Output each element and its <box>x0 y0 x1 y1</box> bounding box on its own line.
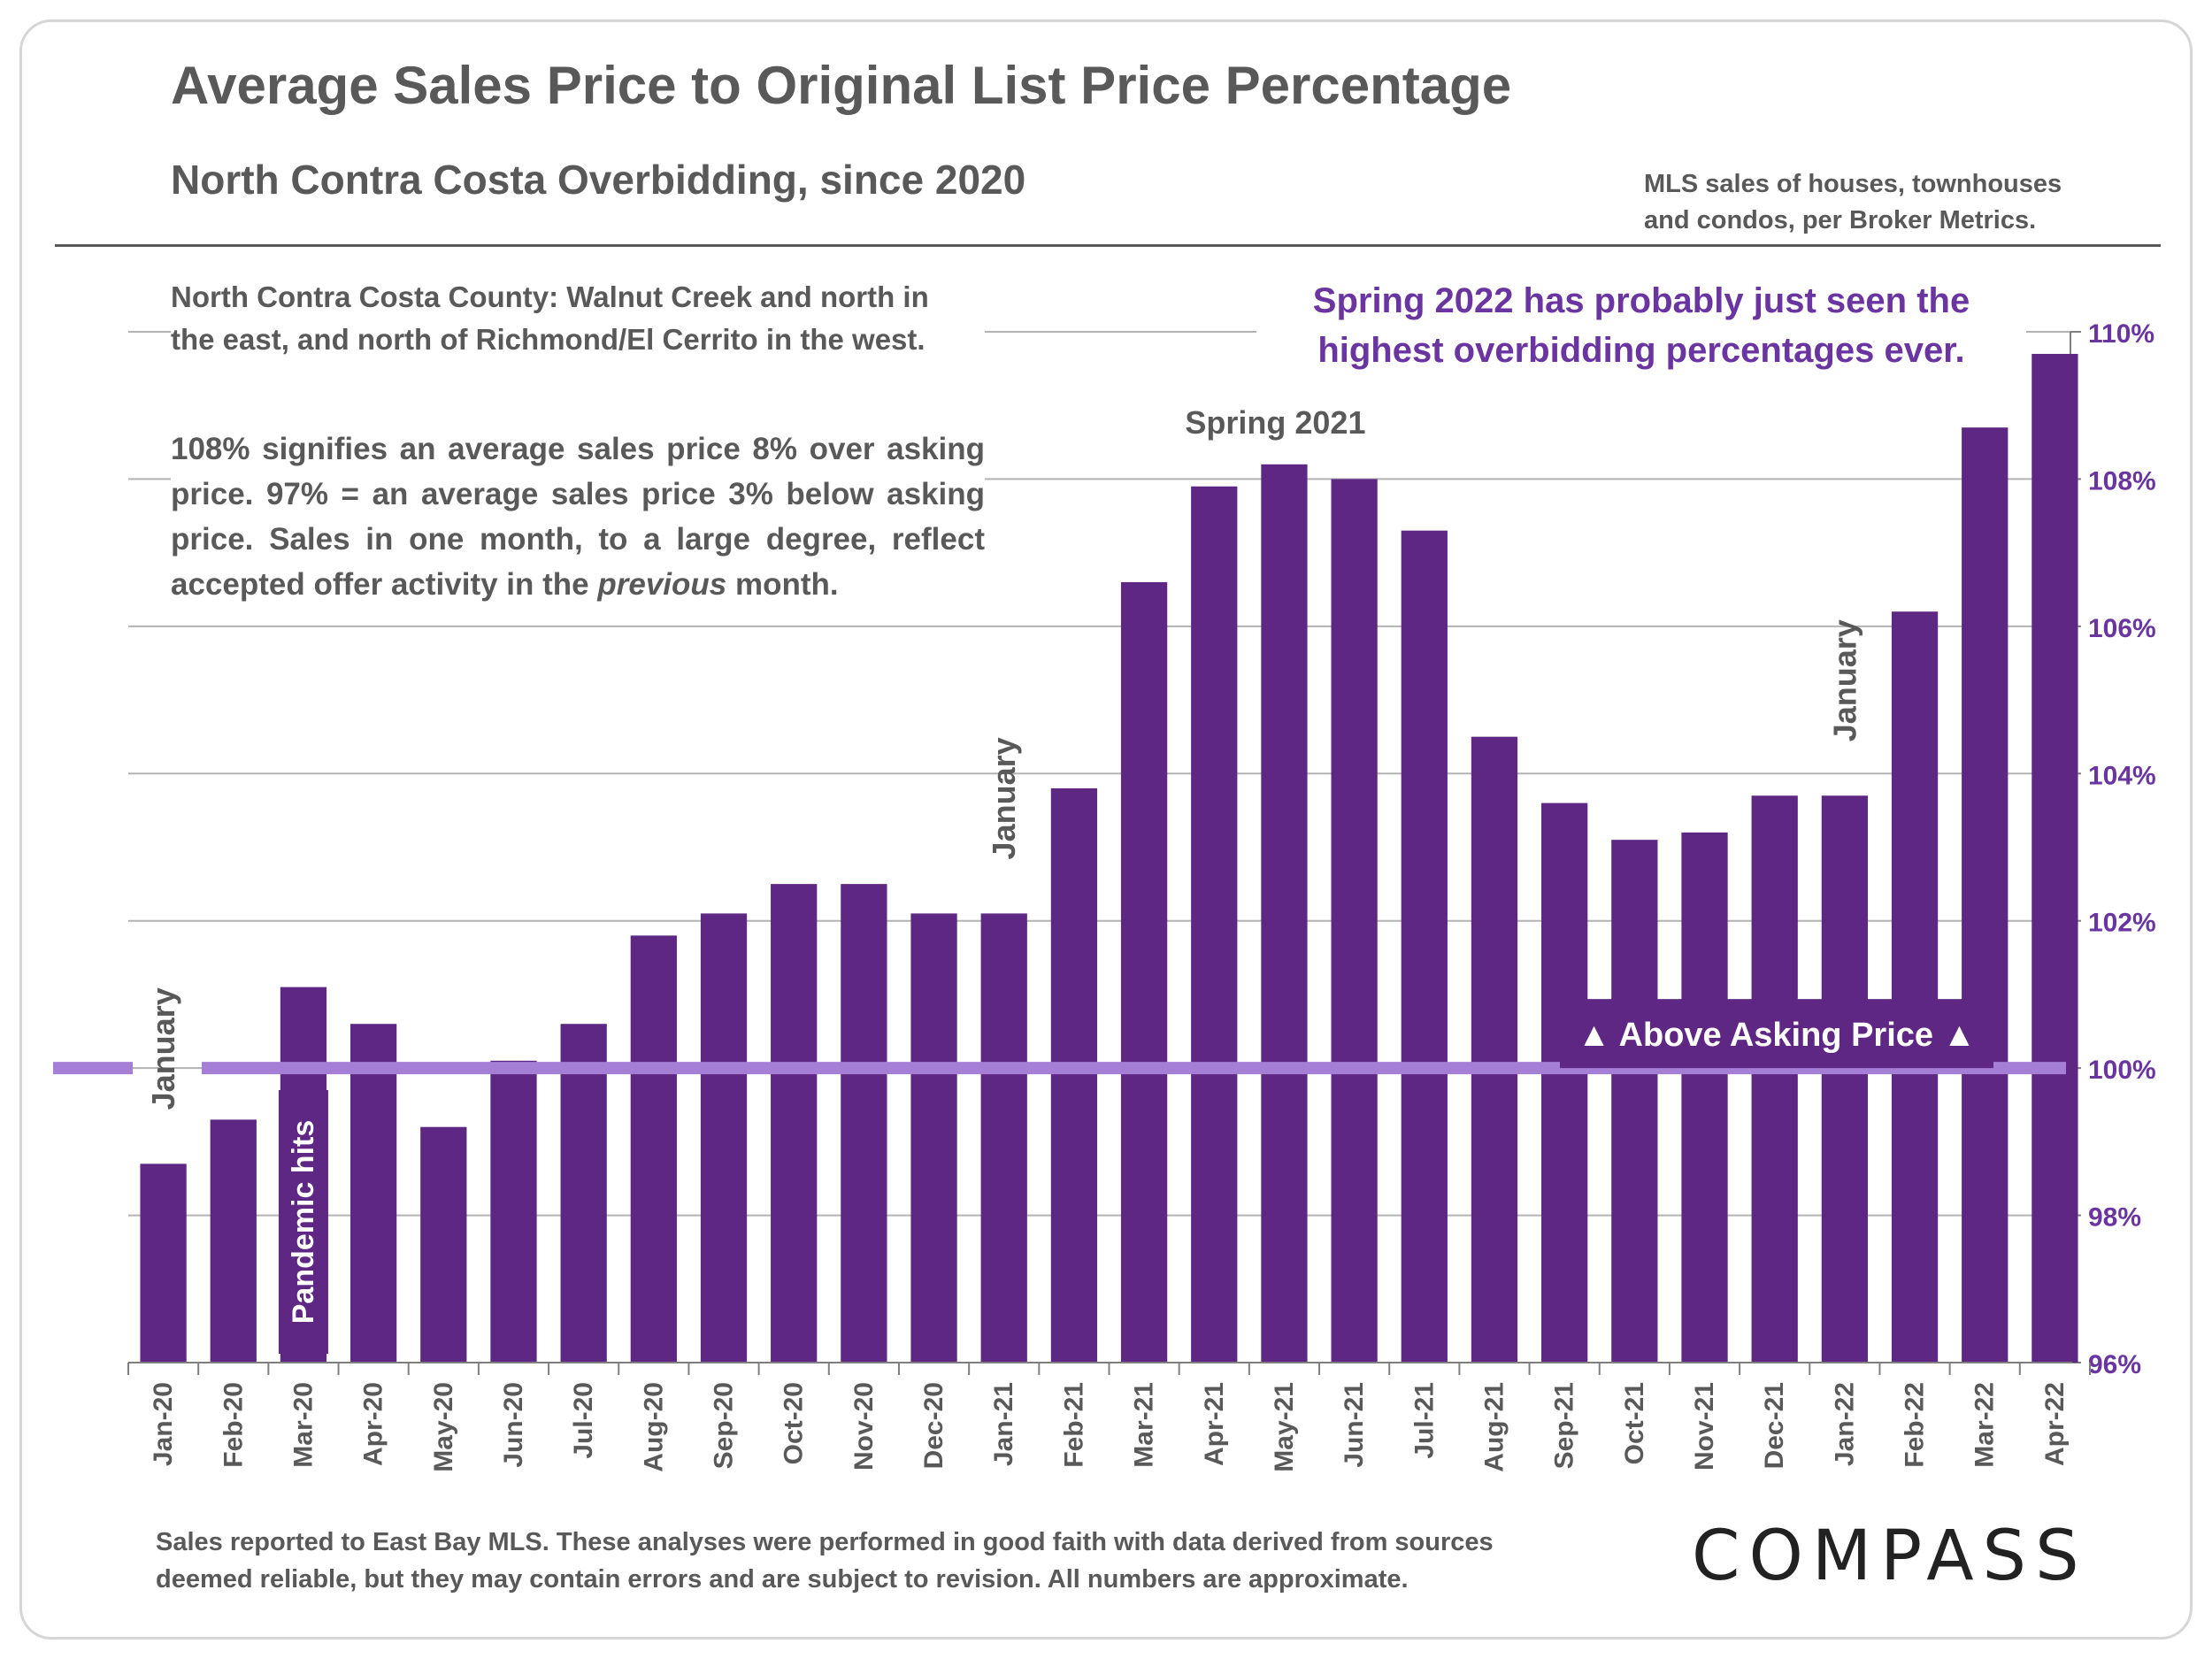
x-tick-label: Mar-22 <box>1970 1382 2000 1468</box>
pandemic-hits-label: Pandemic hits <box>287 1120 320 1325</box>
pandemic-label-box <box>278 1090 328 1354</box>
bar-Jan-21 <box>980 913 1027 1363</box>
x-tick-label: Oct-21 <box>1620 1382 1649 1464</box>
january-label: January <box>986 737 1022 859</box>
explanation-note-emphasis: previous <box>597 567 727 602</box>
bar-Dec-20 <box>910 913 957 1363</box>
compass-logo: COMPASS <box>1692 1517 2088 1596</box>
bar-Jan-22 <box>1821 795 1869 1363</box>
x-tick-label: Oct-20 <box>780 1382 809 1464</box>
x-tick-label: Jul-20 <box>569 1382 598 1459</box>
bar-Mar-22 <box>1962 427 2008 1363</box>
bar-Jul-21 <box>1401 530 1448 1363</box>
explanation-note-part-1: 108% signifies an average sales price 8%… <box>171 432 985 602</box>
bar-Apr-20 <box>349 1024 397 1363</box>
x-tick-label: Jan-21 <box>989 1382 1018 1466</box>
callout-line-1: Spring 2022 has probably just seen the <box>1312 281 1970 320</box>
footer-line-2: deemed reliable, but they may contain er… <box>156 1565 1409 1594</box>
bar-Aug-20 <box>630 935 677 1363</box>
explanation-note: 108% signifies an average sales price 8%… <box>171 426 985 607</box>
x-tick-label: Dec-20 <box>919 1382 949 1469</box>
bar-Jan-20 <box>140 1164 187 1363</box>
x-tick-label: Jun-20 <box>499 1382 528 1468</box>
y-tick-label: 110% <box>2088 319 2154 349</box>
x-tick-label: Feb-21 <box>1059 1382 1088 1468</box>
x-tick-label: Apr-22 <box>2040 1382 2070 1466</box>
y-tick-label: 104% <box>2088 761 2156 790</box>
x-tick-label: Nov-20 <box>849 1382 879 1471</box>
x-tick-label: Nov-21 <box>1690 1382 1719 1471</box>
bar-Jul-20 <box>560 1024 607 1363</box>
x-tick-label: May-21 <box>1270 1382 1299 1472</box>
footer-line-1: Sales reported to East Bay MLS. These an… <box>156 1528 1494 1556</box>
region-description-line-2: the east, and north of Richmond/El Cerri… <box>171 323 926 356</box>
spring-2022-callout: Spring 2022 has probably just seen the h… <box>1256 276 2026 375</box>
x-tick-label: Sep-20 <box>710 1382 739 1469</box>
january-label: January <box>1826 619 1863 741</box>
bar-Apr-21 <box>1191 486 1238 1363</box>
y-tick-label: 102% <box>2088 909 2156 938</box>
x-tick-label: Apr-20 <box>359 1382 388 1466</box>
bar-Sep-21 <box>1541 803 1588 1363</box>
bar-May-20 <box>420 1126 467 1363</box>
y-tick-label: 106% <box>2088 614 2156 643</box>
region-description-line-1: North Contra Costa County: Walnut Creek … <box>171 280 929 313</box>
bar-Nov-21 <box>1681 832 1728 1363</box>
bar-Dec-21 <box>1751 795 1798 1363</box>
spring-2021-label: Spring 2021 <box>1185 404 1365 441</box>
bar-Feb-22 <box>1891 611 1939 1363</box>
x-tick-label: Mar-20 <box>288 1382 318 1468</box>
source-note: MLS sales of houses, townhouses and cond… <box>1644 166 2062 239</box>
x-tick-label: Jul-21 <box>1409 1382 1439 1459</box>
bar-Sep-20 <box>700 913 748 1363</box>
x-tick-label: Jan-20 <box>149 1382 178 1466</box>
bar-Apr-22 <box>2032 353 2078 1363</box>
x-tick-label: Sep-21 <box>1550 1382 1579 1469</box>
y-tick-label: 100% <box>2088 1056 2156 1085</box>
header-divider <box>55 244 2161 247</box>
bar-Mar-21 <box>1120 581 1168 1363</box>
y-tick-label: 108% <box>2088 466 2156 495</box>
bar-Nov-20 <box>841 884 887 1363</box>
footer-disclaimer: Sales reported to East Bay MLS. These an… <box>156 1524 1494 1598</box>
bar-May-21 <box>1261 464 1308 1363</box>
x-tick-label: Jun-21 <box>1340 1382 1369 1468</box>
y-tick-label: 98% <box>2088 1203 2141 1233</box>
january-label: January <box>145 987 181 1110</box>
x-tick-label: Apr-21 <box>1200 1382 1229 1466</box>
callout-line-2: highest overbidding percentages ever. <box>1317 331 1965 370</box>
x-tick-label: Mar-21 <box>1130 1382 1159 1468</box>
x-tick-label: Jan-22 <box>1830 1382 1859 1466</box>
x-tick-label: Feb-20 <box>219 1382 248 1468</box>
bar-Aug-21 <box>1471 736 1518 1363</box>
x-tick-label: May-20 <box>429 1382 458 1472</box>
bar-Feb-21 <box>1050 787 1098 1363</box>
chart-title: Average Sales Price to Original List Pri… <box>171 56 1512 115</box>
bar-Feb-20 <box>210 1119 257 1363</box>
x-tick-label: Aug-20 <box>639 1382 668 1472</box>
chart-subtitle: North Contra Costa Overbidding, since 20… <box>171 157 1026 203</box>
bar-Jun-20 <box>490 1060 537 1363</box>
above-asking-price-label: ▲ Above Asking Price ▲ <box>1578 1017 1976 1054</box>
bar-Oct-20 <box>771 884 818 1363</box>
x-tick-label: Feb-22 <box>1901 1382 1930 1468</box>
y-tick-label: 96% <box>2088 1350 2141 1379</box>
bar-Jun-21 <box>1331 479 1378 1363</box>
x-tick-label: Aug-21 <box>1479 1382 1509 1472</box>
source-note-line-1: MLS sales of houses, townhouses <box>1644 170 2062 198</box>
above-asking-price-box <box>1560 999 1993 1069</box>
source-note-line-2: and condos, per Broker Metrics. <box>1644 206 2037 234</box>
bar-Oct-21 <box>1611 840 1658 1363</box>
region-description: North Contra Costa County: Walnut Creek … <box>171 276 985 361</box>
x-tick-label: Dec-21 <box>1760 1382 1789 1469</box>
explanation-note-part-2: month. <box>726 567 839 602</box>
